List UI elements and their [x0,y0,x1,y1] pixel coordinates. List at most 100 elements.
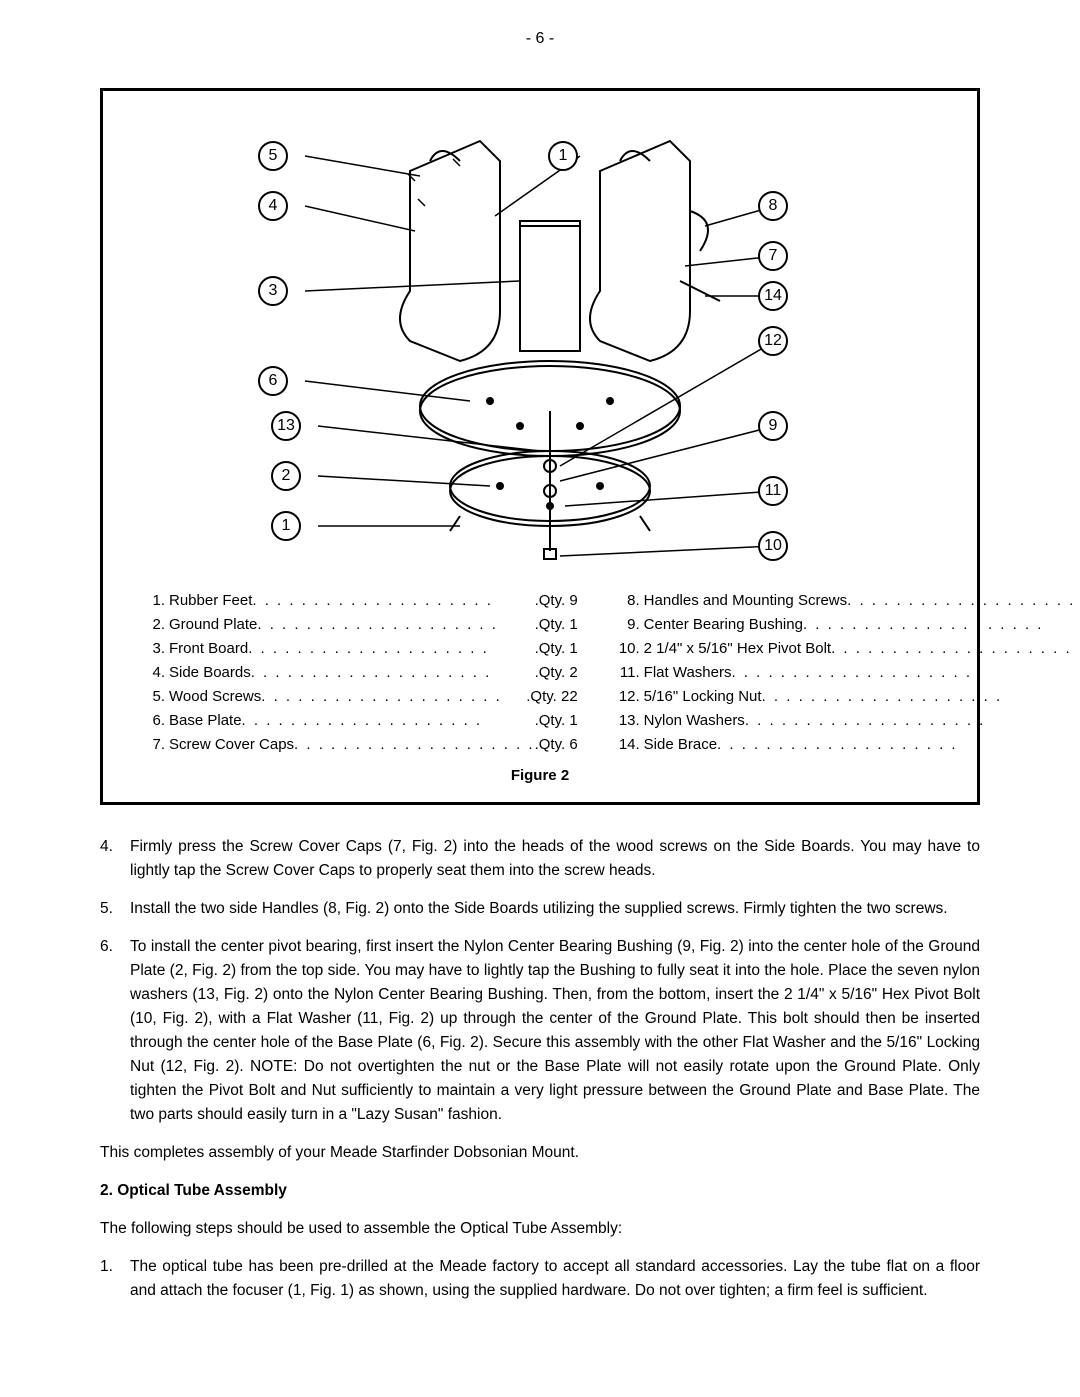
leader-dots: . . . . . . . . . . . . . . . . . . . . [261,685,526,709]
part-row: 1. Rubber Feet . . . . . . . . . . . . .… [143,589,578,613]
part-number: 1. [143,589,165,613]
part-number: 9. [618,613,640,637]
leader-dots: . . . . . . . . . . . . . . . . . . . . [731,661,1080,685]
callout-11: 11 [758,476,788,506]
instruction-step: 6.To install the center pivot bearing, f… [100,935,980,1127]
exploded-diagram: 54361321187141291110 [143,111,937,581]
part-qty: .Qty. 1 [535,709,578,733]
part-number: 14. [618,733,640,757]
part-name: Nylon Washers [644,709,745,733]
step-text: Install the two side Handles (8, Fig. 2)… [130,897,980,921]
part-name: Ground Plate [169,613,257,637]
page-number: - 6 - [100,30,980,48]
part-row: 12. 5/16" Locking Nut . . . . . . . . . … [618,685,1080,709]
part-number: 4. [143,661,165,685]
step-text: The optical tube has been pre-drilled at… [130,1255,980,1303]
figure-2-box: 54361321187141291110 1. Rubber Feet . . … [100,88,980,805]
part-number: 7. [143,733,165,757]
part-number: 5. [143,685,165,709]
callout-7: 7 [758,241,788,271]
optical-tube-steps: 1.The optical tube has been pre-drilled … [100,1255,980,1303]
part-name: Center Bearing Bushing [644,613,803,637]
part-name: 2 1/4" x 5/16" Hex Pivot Bolt [644,637,831,661]
instruction-step: 1.The optical tube has been pre-drilled … [100,1255,980,1303]
instruction-step: 5.Install the two side Handles (8, Fig. … [100,897,980,921]
part-number: 10. [618,637,640,661]
step-number: 6. [100,935,130,1127]
callout-2: 2 [271,461,301,491]
part-name: Front Board [169,637,248,661]
callout-13: 13 [271,411,301,441]
leader-dots: . . . . . . . . . . . . . . . . . . . . [248,637,534,661]
part-qty: .Qty. 1 [535,613,578,637]
callout-10: 10 [758,531,788,561]
step-number: 1. [100,1255,130,1303]
part-qty: .Qty. 1 [535,637,578,661]
parts-column-right: 8. Handles and Mounting Screws . . . . .… [618,589,1080,757]
leader-dots: . . . . . . . . . . . . . . . . . . . . [831,637,1080,661]
leader-dots: . . . . . . . . . . . . . . . . . . . . [847,589,1080,613]
part-row: 3. Front Board . . . . . . . . . . . . .… [143,637,578,661]
part-name: Rubber Feet [169,589,252,613]
step-number: 5. [100,897,130,921]
part-row: 4. Side Boards . . . . . . . . . . . . .… [143,661,578,685]
leader-dots: . . . . . . . . . . . . . . . . . . . . [251,661,535,685]
section-2-intro: The following steps should be used to as… [100,1217,980,1241]
part-number: 13. [618,709,640,733]
callout-5: 5 [258,141,288,171]
part-name: 5/16" Locking Nut [644,685,762,709]
callout-1: 1 [271,511,301,541]
part-row: 7. Screw Cover Caps . . . . . . . . . . … [143,733,578,757]
callout-3: 3 [258,276,288,306]
part-number: 2. [143,613,165,637]
part-row: 8. Handles and Mounting Screws . . . . .… [618,589,1080,613]
step-number: 4. [100,835,130,883]
part-row: 13. Nylon Washers . . . . . . . . . . . … [618,709,1080,733]
part-number: 11. [618,661,640,685]
callout-6: 6 [258,366,288,396]
closing-sentence: This completes assembly of your Meade St… [100,1141,980,1165]
figure-caption: Figure 2 [143,767,937,784]
part-name: Screw Cover Caps [169,733,294,757]
assembly-steps-continued: 4.Firmly press the Screw Cover Caps (7, … [100,835,980,1127]
part-number: 3. [143,637,165,661]
step-text: Firmly press the Screw Cover Caps (7, Fi… [130,835,980,883]
parts-list: 1. Rubber Feet . . . . . . . . . . . . .… [143,589,937,757]
part-name: Side Brace [644,733,717,757]
callout-12: 12 [758,326,788,356]
callout-4: 4 [258,191,288,221]
part-name: Base Plate [169,709,242,733]
leader-dots: . . . . . . . . . . . . . . . . . . . . [294,733,535,757]
part-qty: .Qty. 2 [535,661,578,685]
callout-1: 1 [548,141,578,171]
section-2-heading: 2. Optical Tube Assembly [100,1179,980,1203]
part-name: Flat Washers [644,661,732,685]
instructions-block: 4.Firmly press the Screw Cover Caps (7, … [100,835,980,1303]
leader-dots: . . . . . . . . . . . . . . . . . . . . [252,589,534,613]
step-text: To install the center pivot bearing, fir… [130,935,980,1127]
part-name: Handles and Mounting Screws [644,589,847,613]
part-row: 14. Side Brace . . . . . . . . . . . . .… [618,733,1080,757]
leader-dots: . . . . . . . . . . . . . . . . . . . . [257,613,534,637]
part-row: 6. Base Plate . . . . . . . . . . . . . … [143,709,578,733]
leader-dots: . . . . . . . . . . . . . . . . . . . . [803,613,1080,637]
part-number: 8. [618,589,640,613]
part-number: 12. [618,685,640,709]
leader-dots: . . . . . . . . . . . . . . . . . . . . [745,709,1080,733]
part-qty: .Qty. 22 [526,685,577,709]
part-name: Side Boards [169,661,251,685]
instruction-step: 4.Firmly press the Screw Cover Caps (7, … [100,835,980,883]
part-name: Wood Screws [169,685,261,709]
part-row: 10. 2 1/4" x 5/16" Hex Pivot Bolt . . . … [618,637,1080,661]
part-row: 11. Flat Washers . . . . . . . . . . . .… [618,661,1080,685]
parts-column-left: 1. Rubber Feet . . . . . . . . . . . . .… [143,589,578,757]
part-qty: .Qty. 9 [535,589,578,613]
callout-8: 8 [758,191,788,221]
callout-14: 14 [758,281,788,311]
part-qty: .Qty. 6 [535,733,578,757]
leader-dots: . . . . . . . . . . . . . . . . . . . . [762,685,1080,709]
part-row: 5. Wood Screws . . . . . . . . . . . . .… [143,685,578,709]
part-number: 6. [143,709,165,733]
callout-9: 9 [758,411,788,441]
leader-dots: . . . . . . . . . . . . . . . . . . . . [717,733,1080,757]
